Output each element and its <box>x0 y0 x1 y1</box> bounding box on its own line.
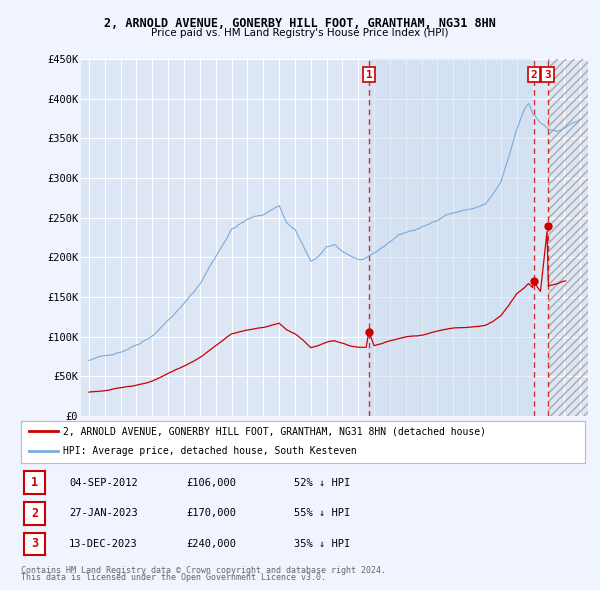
Text: Price paid vs. HM Land Registry's House Price Index (HPI): Price paid vs. HM Land Registry's House … <box>151 28 449 38</box>
Text: 27-JAN-2023: 27-JAN-2023 <box>69 509 138 518</box>
Text: HPI: Average price, detached house, South Kesteven: HPI: Average price, detached house, Sout… <box>64 446 357 456</box>
Bar <box>548 59 588 416</box>
Text: 3: 3 <box>544 70 551 80</box>
Text: 2: 2 <box>530 70 537 80</box>
Text: This data is licensed under the Open Government Licence v3.0.: This data is licensed under the Open Gov… <box>21 573 326 582</box>
Text: 1: 1 <box>31 476 38 489</box>
Text: 2, ARNOLD AVENUE, GONERBY HILL FOOT, GRANTHAM, NG31 8HN (detached house): 2, ARNOLD AVENUE, GONERBY HILL FOOT, GRA… <box>64 427 487 436</box>
Text: Contains HM Land Registry data © Crown copyright and database right 2024.: Contains HM Land Registry data © Crown c… <box>21 566 386 575</box>
Bar <box>548 59 588 416</box>
Text: £240,000: £240,000 <box>186 539 236 549</box>
Text: 52% ↓ HPI: 52% ↓ HPI <box>294 478 350 487</box>
Text: 55% ↓ HPI: 55% ↓ HPI <box>294 509 350 518</box>
Text: 2: 2 <box>31 507 38 520</box>
Text: 3: 3 <box>31 537 38 550</box>
Text: 13-DEC-2023: 13-DEC-2023 <box>69 539 138 549</box>
Bar <box>369 59 534 416</box>
Text: 04-SEP-2012: 04-SEP-2012 <box>69 478 138 487</box>
Text: £106,000: £106,000 <box>186 478 236 487</box>
Text: 1: 1 <box>365 70 372 80</box>
Text: 2, ARNOLD AVENUE, GONERBY HILL FOOT, GRANTHAM, NG31 8HN: 2, ARNOLD AVENUE, GONERBY HILL FOOT, GRA… <box>104 17 496 30</box>
Text: £170,000: £170,000 <box>186 509 236 518</box>
Text: 35% ↓ HPI: 35% ↓ HPI <box>294 539 350 549</box>
